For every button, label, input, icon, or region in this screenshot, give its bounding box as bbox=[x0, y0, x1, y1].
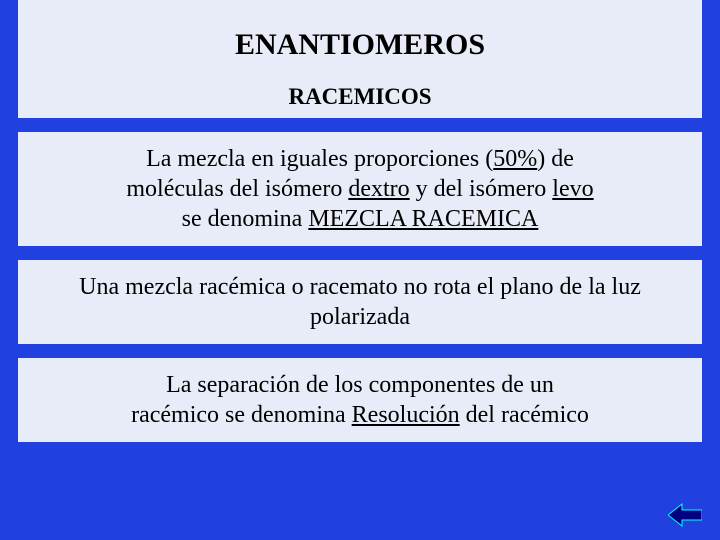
box2-text: Una mezcla racémica o racemato no rota e… bbox=[79, 274, 641, 330]
left-arrow-icon bbox=[668, 502, 702, 528]
subtitle: RACEMICOS bbox=[38, 84, 682, 110]
box1-text: La mezcla en iguales proporciones (50%) … bbox=[126, 146, 593, 232]
box3-text: La separación de los componentes de unra… bbox=[131, 372, 589, 428]
content-box-2: Una mezcla racémica o racemato no rota e… bbox=[18, 260, 702, 344]
underline-levo: levo bbox=[552, 176, 593, 202]
main-title: ENANTIOMEROS bbox=[38, 28, 682, 62]
content-box-1: La mezcla en iguales proporciones (50%) … bbox=[18, 132, 702, 246]
slide-container: ENANTIOMEROS RACEMICOS La mezcla en igua… bbox=[0, 0, 720, 540]
title-area: ENANTIOMEROS RACEMICOS bbox=[18, 0, 702, 118]
underline-resolucion: Resolución bbox=[352, 402, 460, 428]
underline-mezcla: MEZCLA RACEMICA bbox=[308, 206, 538, 232]
nav-back-button[interactable] bbox=[668, 502, 702, 528]
underline-percentage: 50% bbox=[493, 146, 537, 172]
underline-dextro: dextro bbox=[348, 176, 409, 202]
content-box-3: La separación de los componentes de unra… bbox=[18, 358, 702, 442]
